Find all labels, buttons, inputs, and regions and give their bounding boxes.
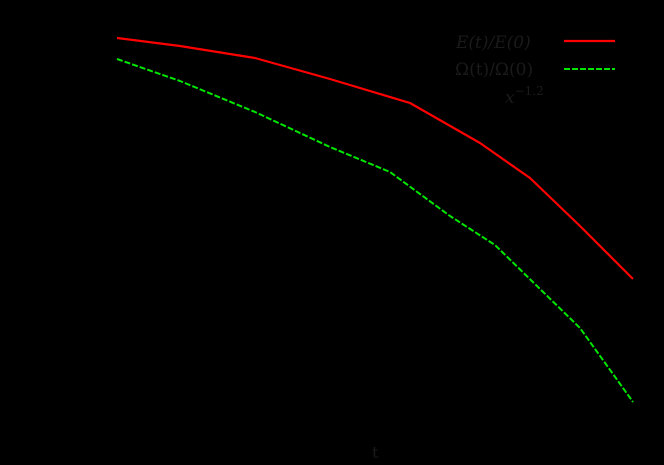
series-line-energy [116,36,634,280]
legend-label-omega: Ω(t)/Ω(0) [455,60,533,80]
legend-item-omega: Ω(t)/Ω(0) [455,60,615,80]
legend-label-energy: E(t)/E(0) [455,33,531,53]
legend-item-power-law: x−1.2 [505,84,615,108]
legend: E(t)/E(0) Ω(t)/Ω(0) x−1.2 [455,33,615,108]
series-line-omega [116,58,634,403]
legend-label-power-law: x−1.2 [505,84,544,108]
x-axis-label: t [372,443,379,462]
legend-item-energy: E(t)/E(0) [455,33,615,53]
plot-area [116,36,634,403]
